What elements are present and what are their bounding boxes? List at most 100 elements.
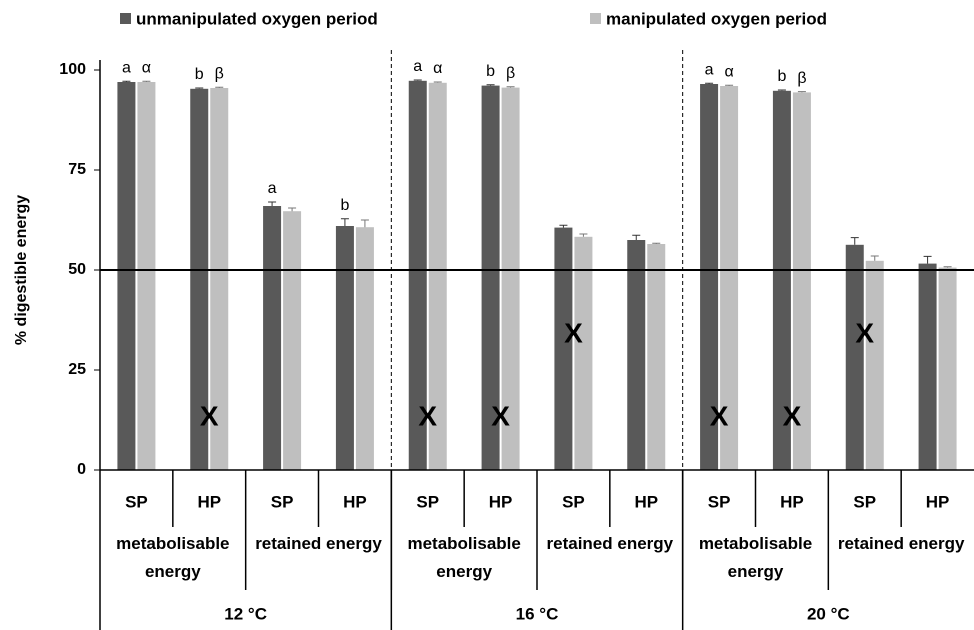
- significance-letter: b: [340, 197, 349, 214]
- y-tick-label: 0: [77, 461, 86, 478]
- significance-letter: b: [777, 68, 786, 85]
- error-bar: [142, 80, 151, 82]
- group-label: metabolisable energy: [698, 534, 813, 581]
- x-marker: X: [200, 400, 219, 431]
- significance-letter: β: [797, 70, 806, 87]
- bar: [137, 82, 156, 470]
- error-bar: [486, 84, 495, 86]
- x-marker: X: [855, 317, 874, 348]
- x-marker: X: [783, 400, 802, 431]
- bar: [481, 85, 500, 470]
- group-label: metabolisable energy: [116, 534, 230, 581]
- x-tick-label: HP: [343, 492, 367, 511]
- error-bar: [850, 237, 859, 245]
- bar: [117, 82, 136, 470]
- error-bar: [122, 80, 131, 82]
- x-tick-label: SP: [562, 492, 585, 511]
- bar: [355, 227, 374, 470]
- error-bar: [433, 81, 442, 83]
- x-tick-label: HP: [634, 492, 658, 511]
- significance-letter: a: [122, 59, 131, 76]
- temperature-label: 20 °C: [807, 604, 850, 623]
- legend-label: manipulated oxygen period: [606, 9, 827, 28]
- error-bar: [340, 218, 349, 226]
- significance-letter: α: [433, 60, 442, 77]
- significance-letter: b: [195, 66, 204, 83]
- bar: [865, 260, 884, 470]
- bar: [627, 240, 646, 470]
- x-tick-label: SP: [708, 492, 731, 511]
- x-marker: X: [491, 400, 510, 431]
- x-tick-label: HP: [489, 492, 513, 511]
- y-axis-label: % digestible energy: [13, 195, 30, 345]
- error-bar: [579, 233, 588, 237]
- bar: [554, 227, 573, 470]
- error-bar: [943, 266, 952, 268]
- bar: [501, 87, 520, 470]
- error-bar: [195, 87, 204, 89]
- error-bar: [268, 201, 277, 206]
- bar: [772, 90, 791, 471]
- significance-letter: β: [215, 65, 224, 82]
- bar: [700, 84, 719, 470]
- error-bar: [725, 84, 734, 86]
- bar: [720, 86, 739, 470]
- error-bar: [705, 82, 714, 84]
- legend-swatch: [120, 13, 131, 24]
- group-label: retained energy: [546, 534, 674, 553]
- y-tick-label: 25: [68, 361, 86, 378]
- bar: [792, 92, 811, 471]
- error-bar: [652, 242, 661, 244]
- bar: [428, 82, 447, 471]
- x-tick-label: SP: [271, 492, 294, 511]
- y-tick-label: 100: [59, 61, 86, 78]
- x-tick-label: HP: [780, 492, 804, 511]
- error-bar: [506, 86, 515, 88]
- error-bar: [923, 255, 932, 264]
- temperature-label: 16 °C: [516, 604, 559, 623]
- bar: [938, 267, 957, 470]
- significance-letter: a: [268, 180, 277, 197]
- error-bar: [870, 255, 879, 261]
- x-tick-label: HP: [926, 492, 950, 511]
- error-bar: [797, 91, 806, 93]
- bar: [918, 263, 937, 470]
- x-tick-label: SP: [853, 492, 876, 511]
- y-tick-label: 75: [68, 161, 86, 178]
- error-bar: [215, 86, 224, 88]
- x-marker: X: [710, 400, 729, 431]
- bar: [210, 88, 229, 470]
- bar: [574, 236, 593, 470]
- group-label: retained energy: [837, 534, 965, 553]
- bar: [845, 244, 864, 470]
- bar: [408, 80, 427, 471]
- significance-letter: a: [413, 58, 422, 75]
- error-bar: [413, 79, 422, 81]
- error-bar: [360, 219, 369, 228]
- significance-letter: b: [486, 63, 495, 80]
- legend-swatch: [590, 13, 601, 24]
- significance-letter: β: [506, 65, 515, 82]
- significance-letter: a: [705, 61, 714, 78]
- x-tick-label: SP: [416, 492, 439, 511]
- error-bar: [288, 207, 297, 212]
- bar: [190, 88, 209, 471]
- error-bar: [632, 234, 641, 240]
- significance-letter: α: [142, 59, 151, 76]
- error-bar: [559, 224, 568, 228]
- bar: [647, 244, 666, 470]
- y-tick-label: 50: [68, 261, 86, 278]
- temperature-label: 12 °C: [224, 604, 267, 623]
- legend-label: unmanipulated oxygen period: [136, 9, 378, 28]
- bar: [283, 211, 302, 470]
- error-bar: [777, 89, 786, 91]
- x-tick-label: SP: [125, 492, 148, 511]
- bar: [263, 206, 282, 470]
- group-label: metabolisable energy: [407, 534, 521, 581]
- x-marker: X: [418, 400, 437, 431]
- bar: [335, 226, 354, 470]
- x-tick-label: HP: [197, 492, 221, 511]
- significance-letter: α: [724, 63, 733, 80]
